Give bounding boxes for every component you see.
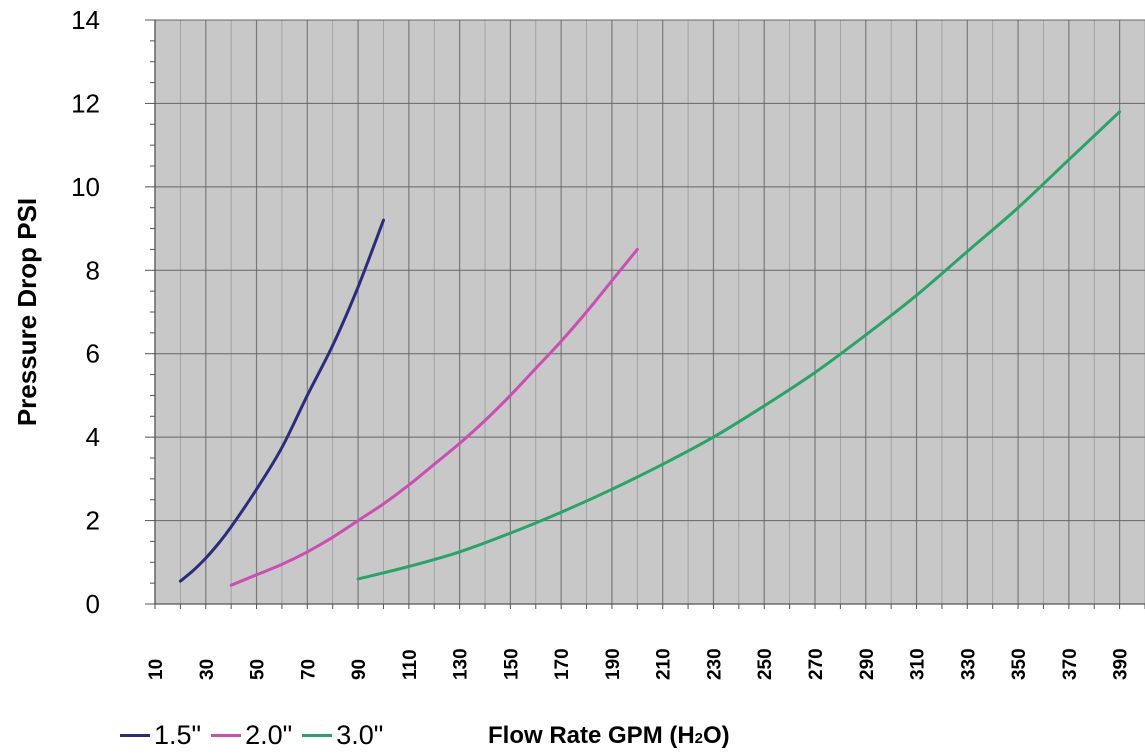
legend-swatch <box>302 734 333 737</box>
y-tick-label: 4 <box>86 422 100 452</box>
series-line <box>178 218 385 583</box>
y-axis-label: Pressure Drop PSI <box>12 198 42 426</box>
series-line <box>229 247 639 587</box>
x-tick-label: 190 <box>603 648 624 680</box>
series-lines <box>178 110 1122 587</box>
x-tick-labels: 10 30 50 70 90 110 130 150 170 190 210 230 250 270 290… <box>146 648 1132 680</box>
legend: 1.5" 2.0" 3.0" <box>120 720 393 751</box>
x-tick-label: 250 <box>755 648 776 680</box>
x-tick-label: 350 <box>1009 648 1030 680</box>
series-line <box>356 110 1122 581</box>
x-tick-label: 150 <box>501 648 522 680</box>
pressure-drop-chart: 0 2 4 6 8 10 12 14 10 30 50 70 90 110 130 150 170 190 210… <box>12 5 1145 680</box>
x-tick-label: 270 <box>806 648 827 680</box>
y-tick-label: 10 <box>71 172 100 202</box>
y-tick-label: 8 <box>86 255 100 285</box>
legend-item: 3.0" <box>302 720 383 751</box>
y-tick-label: 12 <box>71 88 100 118</box>
legend-item: 1.5" <box>120 720 201 751</box>
x-tick-label: 90 <box>349 659 370 680</box>
plot-area <box>155 20 1145 604</box>
y-tick-label: 2 <box>86 506 100 536</box>
y-tick-label: 0 <box>86 589 100 619</box>
y-tick-labels: 0 2 4 6 8 10 12 14 <box>71 5 100 619</box>
x-tick-label: 370 <box>1060 648 1081 680</box>
x-axis-label: Flow Rate GPM (H2O) <box>488 722 730 749</box>
x-tick-label: 210 <box>654 648 675 680</box>
x-tick-label: 110 <box>400 649 421 680</box>
legend-label: 2.0" <box>245 720 293 750</box>
grid-lines <box>154 19 1145 604</box>
legend-label: 3.0" <box>336 720 384 750</box>
x-tick-label: 130 <box>451 648 472 680</box>
legend-item: 2.0" <box>211 720 292 751</box>
x-tick-label: 390 <box>1111 648 1132 680</box>
legend-swatch <box>211 734 242 737</box>
x-tick-label: 330 <box>958 648 979 680</box>
x-tick-label: 230 <box>704 648 725 680</box>
axes <box>145 19 1145 609</box>
x-tick-label: 10 <box>146 659 167 680</box>
legend-label: 1.5" <box>154 720 202 750</box>
x-tick-label: 50 <box>248 659 269 680</box>
y-tick-label: 14 <box>71 5 100 35</box>
x-tick-label: 310 <box>908 648 929 680</box>
x-tick-label: 70 <box>298 659 319 680</box>
x-tick-label: 30 <box>197 659 218 680</box>
x-tick-label: 170 <box>552 648 573 680</box>
y-tick-label: 6 <box>86 339 100 369</box>
legend-swatch <box>120 734 150 737</box>
x-tick-label: 290 <box>857 648 878 680</box>
